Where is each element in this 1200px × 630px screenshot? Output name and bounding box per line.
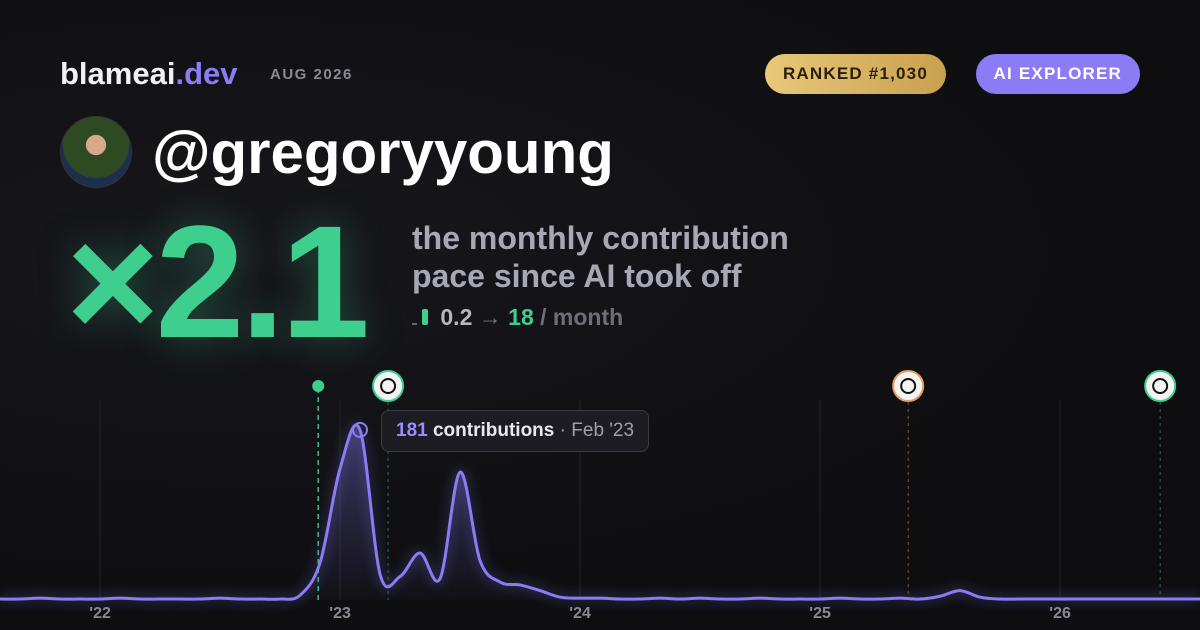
pace-icon — [412, 309, 428, 325]
brand-tld: .dev — [175, 56, 238, 91]
pace-to: 18 — [508, 304, 534, 330]
event-dot — [312, 380, 325, 392]
pace-from: 0.2 — [440, 304, 473, 330]
pace-arrow: → — [478, 304, 502, 330]
headline: the monthly contribution — [412, 220, 789, 256]
tier-badge: AI EXPLORER — [975, 54, 1140, 94]
chart: '22 '23 '24 '25 '26 — [0, 370, 1200, 622]
rank-badge: RANKED #1,030 — [764, 54, 946, 94]
event-icon — [372, 370, 405, 402]
headline: pace since AI took off — [412, 258, 742, 294]
peak-marker — [352, 421, 368, 438]
username: @gregoryyoung — [152, 119, 614, 186]
tooltip-value: 181 — [396, 420, 428, 441]
tooltip-label: contributions — [432, 420, 555, 441]
brand: blameai.dev — [60, 56, 237, 92]
multiplier: ×2.1 — [66, 192, 370, 371]
event-glyph — [380, 378, 397, 394]
pace-unit: / month — [540, 304, 624, 330]
x-tick-label: '23 — [329, 605, 351, 622]
x-tick-label: '26 — [1049, 605, 1071, 622]
x-tick-label: '22 — [89, 605, 111, 622]
event-icon — [892, 370, 925, 402]
avatar — [60, 116, 132, 188]
tooltip: 181 contributions · Feb '23 — [381, 410, 650, 452]
brand-name: blameai — [60, 56, 176, 91]
x-tick-label: '24 — [569, 605, 591, 622]
date: AUG 2026 — [270, 66, 353, 83]
x-tick-label: '25 — [809, 605, 831, 622]
line — [0, 423, 1200, 601]
event-icon — [1144, 370, 1177, 402]
tooltip-date: Feb '23 — [571, 420, 635, 441]
event-glyph — [900, 378, 917, 394]
event-glyph — [1152, 378, 1169, 394]
pace: 0.2 → 18 / month — [412, 304, 623, 331]
